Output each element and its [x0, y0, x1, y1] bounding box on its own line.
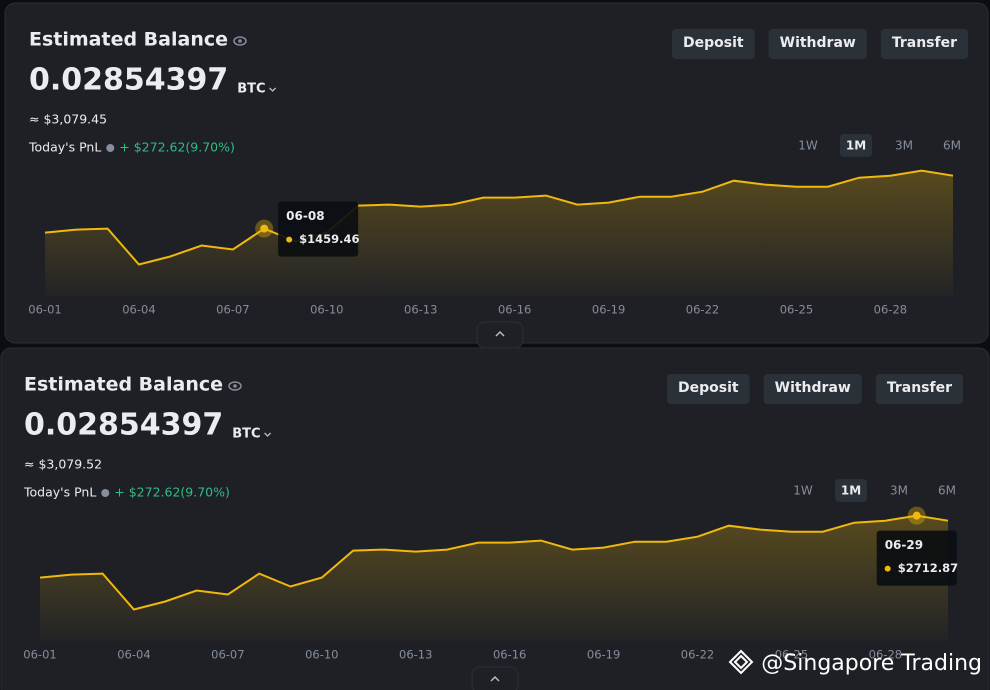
usd-value: ≈ $3,079.52 — [24, 457, 102, 472]
button-label[interactable]: Deposit — [678, 380, 739, 396]
area — [40, 515, 948, 641]
x-tick-label: 06-04 — [117, 648, 150, 662]
range-tab[interactable]: 1W — [793, 484, 813, 498]
chevron — [269, 87, 277, 92]
pnl-label: Today's PnL — [28, 140, 101, 155]
line — [39, 514, 949, 611]
tooltip-date: 06-08 — [286, 209, 324, 223]
x-tick-label: 06-10 — [305, 648, 338, 662]
x-tick-label: 06-25 — [775, 648, 808, 662]
x-tick-label: 06-19 — [592, 303, 625, 317]
pnl-label: Today's PnL — [23, 485, 96, 500]
button[interactable] — [880, 29, 968, 59]
panel-content: Estimated Balance 0.02854397 BTC ≈ $3,079.4… — [28, 29, 968, 349]
watermark-icon — [728, 649, 754, 675]
range-tab[interactable]: 1M — [846, 139, 866, 153]
x-tick-label: 06-04 — [122, 303, 155, 317]
line — [44, 169, 954, 266]
button-label[interactable]: Withdraw — [775, 380, 851, 396]
x-tick-label: 06-22 — [686, 303, 719, 317]
tooltip-value: $1459.46 — [299, 232, 359, 246]
range-tab[interactable]: 3M — [890, 484, 908, 498]
range-tab[interactable]: 1W — [798, 139, 818, 153]
hover-point — [260, 224, 269, 233]
hover-point — [912, 511, 921, 520]
balance: 0.02854397 — [24, 408, 223, 443]
eye-pupil — [238, 39, 242, 43]
panel-content: Estimated Balance 0.02854397 BTC ≈ $3,079.5… — [23, 374, 963, 690]
collapse-tab[interactable] — [471, 666, 519, 690]
button-label[interactable]: Deposit — [683, 35, 744, 51]
info-icon — [106, 144, 115, 152]
button[interactable] — [763, 374, 862, 404]
x-tick-label: 06-25 — [780, 303, 813, 317]
x-tick-label: 06-10 — [310, 303, 343, 317]
collapse-chevron — [495, 330, 505, 337]
balance: 0.02854397 — [29, 63, 228, 98]
button-label[interactable]: Withdraw — [780, 35, 856, 51]
range-tab-active[interactable] — [835, 479, 867, 502]
x-tick-label: 06-07 — [216, 303, 249, 317]
button-label[interactable]: Transfer — [892, 35, 957, 51]
chevron — [264, 432, 272, 437]
range-tab[interactable]: 6M — [938, 484, 956, 498]
tooltip-date: 06-29 — [885, 538, 923, 552]
range-tab[interactable]: 3M — [895, 139, 913, 153]
eye-icon[interactable] — [233, 36, 247, 46]
x-tick-label: 06-19 — [587, 648, 620, 662]
x-tick-label: 06-16 — [498, 303, 531, 317]
area — [45, 170, 953, 296]
pnl-value: + $272.62(9.70%) — [114, 485, 230, 500]
x-tick-label: 06-28 — [874, 303, 907, 317]
tooltip-dot — [884, 565, 891, 572]
eye-pupil — [233, 384, 237, 388]
x-tick-label: 06-28 — [869, 648, 902, 662]
button[interactable] — [667, 374, 750, 404]
range-tab[interactable]: 1M — [841, 484, 861, 498]
button[interactable] — [875, 374, 963, 404]
info-icon — [101, 489, 110, 497]
x-tick-label: 06-01 — [28, 303, 61, 317]
tooltip — [278, 201, 359, 257]
collapse-tab[interactable] — [476, 321, 524, 349]
x-tick-label: 06-13 — [399, 648, 432, 662]
collapse-chevron — [490, 675, 500, 682]
x-tick-label: 06-22 — [681, 648, 714, 662]
eye-icon[interactable] — [228, 381, 242, 391]
x-tick-label: 06-13 — [404, 303, 437, 317]
range-tab[interactable]: 6M — [943, 139, 961, 153]
x-tick-label: 06-16 — [493, 648, 526, 662]
button-label[interactable]: Transfer — [887, 380, 952, 396]
pnl-value: + $272.62(9.70%) — [119, 140, 235, 155]
range-tab-active[interactable] — [840, 134, 872, 157]
tooltip-dot — [286, 236, 293, 243]
unit[interactable]: BTC — [237, 82, 265, 97]
button[interactable] — [768, 29, 867, 59]
tooltip-value: $2712.87 — [898, 561, 958, 575]
unit[interactable]: BTC — [232, 427, 260, 442]
button[interactable] — [672, 29, 755, 59]
usd-value: ≈ $3,079.45 — [29, 112, 107, 127]
tooltip — [876, 530, 957, 586]
x-tick-label: 06-01 — [23, 648, 56, 662]
title: Estimated Balance — [24, 374, 223, 396]
title: Estimated Balance — [29, 29, 228, 51]
watermark: @Singapore Trading — [761, 651, 982, 676]
x-tick-label: 06-07 — [211, 648, 244, 662]
